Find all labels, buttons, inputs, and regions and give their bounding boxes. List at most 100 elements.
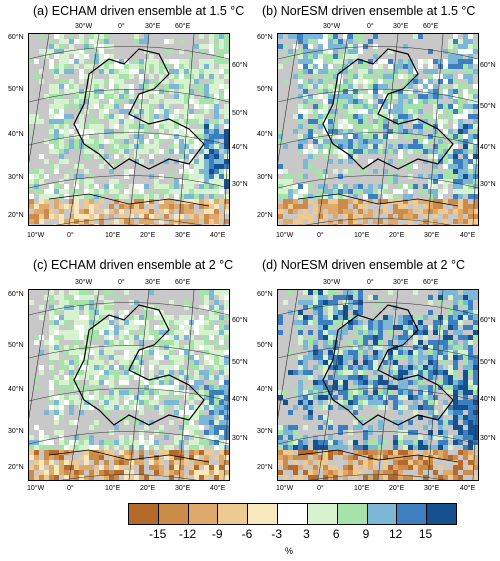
map-cell: [308, 39, 313, 44]
map-cell: [179, 69, 184, 74]
map-cell: [358, 139, 363, 144]
map-cell: [453, 184, 458, 189]
map-cell: [338, 355, 343, 360]
map-cell: [224, 59, 229, 64]
panel-b: (b) NorESM driven ensemble at 1.5 °C 30°…: [250, 0, 500, 255]
map-cell: [373, 124, 378, 129]
map-cell: [104, 129, 109, 134]
map-cell: [458, 124, 463, 129]
map-cell: [348, 149, 353, 154]
map-cell: [323, 109, 328, 114]
map-cell: [423, 224, 428, 225]
map-cell: [288, 425, 293, 430]
map-cell: [59, 445, 64, 450]
map-cell: [49, 370, 54, 375]
map-cell: [194, 114, 199, 119]
map-cell: [164, 209, 169, 214]
map-cell: [214, 360, 219, 365]
map-cell: [154, 375, 159, 380]
map-cell: [59, 315, 64, 320]
map-cell: [398, 380, 403, 385]
map-cell: [44, 204, 49, 209]
map-cell: [174, 59, 179, 64]
map-cell: [458, 465, 463, 470]
map-cell: [104, 44, 109, 49]
map-cell: [119, 149, 124, 154]
map-cell: [169, 465, 174, 470]
map-cell: [393, 365, 398, 370]
map-cell: [129, 315, 134, 320]
map-cell: [323, 154, 328, 159]
map-cell: [278, 455, 283, 460]
map-cell: [214, 315, 219, 320]
map-cell: [468, 34, 473, 39]
map-cell: [353, 390, 358, 395]
map-cell: [408, 350, 413, 355]
map-cell: [378, 325, 383, 330]
map-cell: [463, 295, 468, 300]
map-cell: [129, 119, 134, 124]
map-cell: [413, 440, 418, 445]
map-cell: [338, 199, 343, 204]
map-cell: [129, 370, 134, 375]
map-cell: [468, 430, 473, 435]
map-cell: [323, 455, 328, 460]
coastline: [322, 48, 454, 170]
map-cell: [209, 425, 214, 430]
map-cell: [89, 34, 94, 39]
map-cell: [438, 300, 443, 305]
map-cell: [49, 49, 54, 54]
map-cell: [149, 305, 154, 310]
map-cell: [313, 380, 318, 385]
map-cell: [89, 39, 94, 44]
map-cell: [59, 305, 64, 310]
map-cell: [463, 169, 468, 174]
map-cell: [438, 104, 443, 109]
map-cell: [44, 199, 49, 204]
map-cell: [214, 310, 219, 315]
map-cell: [154, 214, 159, 219]
map-cell: [343, 104, 348, 109]
map-cell: [184, 445, 189, 450]
map-cell: [74, 335, 79, 340]
map-cell: [99, 104, 104, 109]
map-cell: [179, 350, 184, 355]
map-cell: [348, 290, 353, 295]
map-cell: [373, 119, 378, 124]
map-cell: [423, 390, 428, 395]
map-cell: [428, 124, 433, 129]
map-cell: [438, 445, 443, 450]
map-cell: [408, 89, 413, 94]
map-cell: [283, 174, 288, 179]
map-cell: [169, 209, 174, 214]
map-cell: [179, 84, 184, 89]
map-cell: [69, 59, 74, 64]
map-cell: [393, 305, 398, 310]
map-cell: [338, 209, 343, 214]
map-cell: [159, 184, 164, 189]
map-cell: [39, 350, 44, 355]
map-cell: [368, 139, 373, 144]
map-cell: [219, 169, 224, 174]
top-tick-label: 0°: [367, 279, 374, 286]
right-tick-label: 60°N: [480, 62, 496, 69]
map-cell: [69, 129, 74, 134]
map-cell: [164, 405, 169, 410]
map-cell: [134, 129, 139, 134]
map-cell: [423, 330, 428, 335]
map-cell: [378, 320, 383, 325]
map-cell: [388, 470, 393, 475]
map-cell: [84, 375, 89, 380]
map-cell: [358, 79, 363, 84]
map-cell: [124, 64, 129, 69]
bottom-tick-label: 40°E: [210, 232, 226, 239]
map-cell: [124, 109, 129, 114]
map-cell: [453, 64, 458, 69]
map-cell: [393, 475, 398, 480]
map-cell: [313, 129, 318, 134]
right-tick-label: 50°N: [232, 110, 248, 117]
map-cell: [109, 114, 114, 119]
map-cell: [298, 144, 303, 149]
map-cell: [139, 430, 144, 435]
map-cell: [134, 124, 139, 129]
